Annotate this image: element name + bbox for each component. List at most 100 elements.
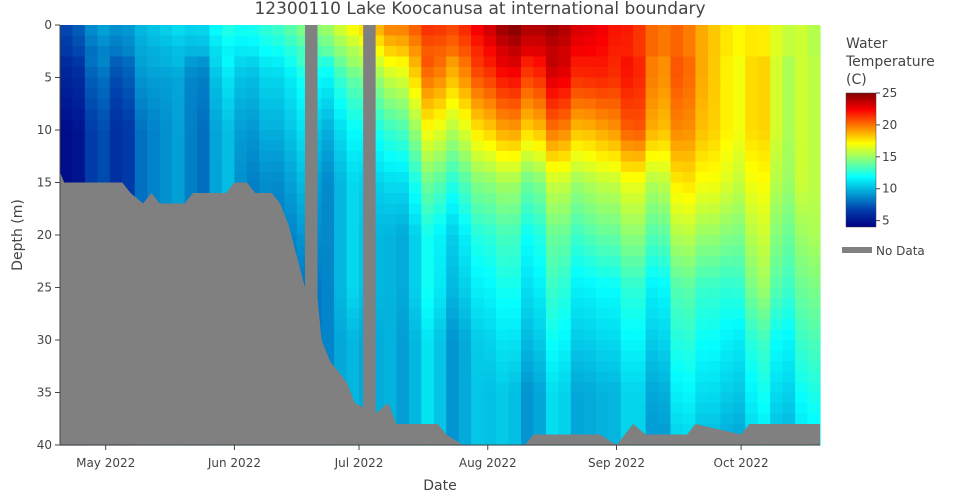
heatmap-cell (197, 88, 211, 100)
heatmap-cell (383, 245, 397, 257)
heatmap-cell (184, 35, 198, 47)
heatmap-cell (683, 235, 697, 247)
heatmap-cell (633, 203, 647, 215)
heatmap-cell (496, 350, 510, 362)
heatmap-cell (371, 224, 385, 236)
heatmap-cell (134, 88, 148, 100)
heatmap-cell (408, 413, 422, 425)
heatmap-cell (608, 203, 622, 215)
heatmap-cell (134, 98, 148, 110)
heatmap-cell (757, 214, 771, 226)
heatmap-cell (246, 25, 260, 37)
heatmap-cell (707, 235, 721, 247)
heatmap-cell (558, 46, 572, 58)
heatmap-cell (645, 266, 659, 278)
heatmap-cell (782, 140, 796, 152)
heatmap-cell (458, 214, 472, 226)
heatmap-cell (670, 214, 684, 226)
heatmap-cell (807, 140, 821, 152)
heatmap-cell (296, 130, 310, 142)
heatmap-cell (346, 287, 360, 299)
heatmap-cell (545, 361, 559, 373)
heatmap-cell (471, 308, 485, 320)
heatmap-cell (222, 161, 236, 173)
heatmap-cell (782, 151, 796, 163)
heatmap-cell (633, 235, 647, 247)
heatmap-cell (383, 119, 397, 131)
heatmap-cell (134, 77, 148, 89)
heatmap-cell (496, 25, 510, 37)
heatmap-cell (695, 214, 709, 226)
heatmap-cell (508, 25, 522, 37)
heatmap-cell (321, 130, 335, 142)
heatmap-cell (496, 203, 510, 215)
heatmap-cell (408, 382, 422, 394)
heatmap-cell (633, 172, 647, 184)
heatmap-cell (807, 46, 821, 58)
heatmap-cell (807, 203, 821, 215)
heatmap-cell (683, 161, 697, 173)
heatmap-cell (433, 224, 447, 236)
heatmap-cell (595, 287, 609, 299)
heatmap-cell (408, 67, 422, 79)
legend[interactable]: No Data (842, 244, 925, 258)
heatmap-cell (521, 298, 535, 310)
heatmap-cell (296, 151, 310, 163)
heatmap-cell (396, 56, 410, 68)
heatmap-cell (732, 193, 746, 205)
heatmap-cell (695, 46, 709, 58)
heatmap-cell (346, 392, 360, 404)
heatmap-cell (807, 413, 821, 425)
heatmap-cell (383, 256, 397, 268)
heatmap-cell (521, 392, 535, 404)
heatmap-cell (570, 266, 584, 278)
colorbar-title-line-3: (C) (846, 72, 867, 88)
heatmap-cell (122, 67, 136, 79)
heatmap-cell (433, 35, 447, 47)
heatmap-cell (408, 35, 422, 47)
heatmap-cell (720, 172, 734, 184)
heatmap-cell (109, 109, 123, 121)
heatmap-cell (683, 151, 697, 163)
heatmap-cell (732, 361, 746, 373)
heatmap-cell (334, 88, 348, 100)
heatmap-cell (408, 98, 422, 110)
heatmap-cell (533, 340, 547, 352)
heatmap-cell (707, 161, 721, 173)
heatmap-cell (695, 329, 709, 341)
heatmap-cell (757, 130, 771, 142)
heatmap-cell (770, 413, 784, 425)
heatmap-cell (408, 172, 422, 184)
heatmap-cell (645, 382, 659, 394)
heatmap-cell (521, 172, 535, 184)
heatmap-cell (583, 77, 597, 89)
heatmap-cell (471, 266, 485, 278)
heatmap-cell (84, 56, 98, 68)
heatmap-cell (658, 140, 672, 152)
heatmap-cell (633, 277, 647, 289)
heatmap-cell (483, 277, 497, 289)
heatmap-cell (246, 67, 260, 79)
heatmap-cell (421, 319, 435, 331)
heatmap-cell (595, 382, 609, 394)
heatmap-cell (720, 77, 734, 89)
heatmap-cell (545, 403, 559, 415)
heatmap-cell (334, 287, 348, 299)
heatmap-cell (60, 130, 74, 142)
heatmap-cell (197, 182, 211, 194)
heatmap-cell (707, 319, 721, 331)
heatmap-cell (159, 56, 173, 68)
heatmap-cell (782, 161, 796, 173)
heatmap-cell (658, 88, 672, 100)
heatmap-cell (558, 361, 572, 373)
heatmap-cell (197, 25, 211, 37)
heatmap-cell (371, 350, 385, 362)
heatmap-cell (583, 109, 597, 121)
heatmap-cell (284, 35, 298, 47)
heatmap-cell (583, 245, 597, 257)
heatmap-cell (757, 46, 771, 58)
heatmap-cell (259, 35, 273, 47)
heatmap-cell (246, 172, 260, 184)
heatmap-cell (508, 130, 522, 142)
heatmap-cell (707, 193, 721, 205)
